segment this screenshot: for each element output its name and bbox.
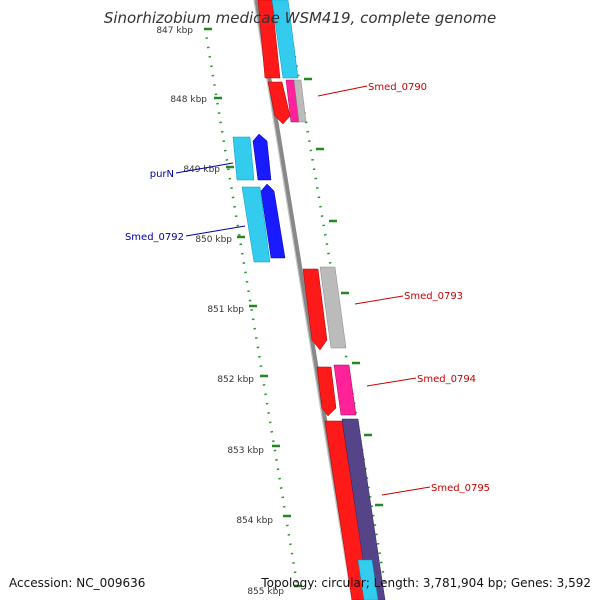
leader-purN [175, 162, 234, 174]
cds-bottom-cyan [357, 559, 379, 600]
tick-group: 847 kbp 848 kbp 849 kbp 850 kbp 851 kbp … [156, 26, 302, 597]
tick-label: 849 kbp [183, 165, 220, 175]
cds-smed0790-gray [293, 79, 307, 123]
cds-smed0794-red [316, 366, 337, 417]
genome-backbone-highlight [253, 0, 353, 600]
cds-smed0790-red [267, 81, 291, 125]
tick-label: 851 kbp [207, 305, 244, 315]
tick-label: 850 kbp [195, 235, 232, 245]
cds-purN-cyan [232, 136, 255, 181]
cds-smed0795-purple [341, 418, 386, 600]
cds-purN-blue [252, 133, 272, 181]
tick-label: 854 kbp [236, 516, 273, 526]
tick-label: 853 kbp [227, 446, 264, 456]
map-title: Sinorhizobium medicae WSM419, complete g… [104, 9, 496, 27]
leader-smed0793 [354, 295, 404, 305]
accession-text: Accession: NC_009636 [9, 576, 145, 590]
cds-smed0792-blue [260, 183, 286, 259]
leader-smed0792 [185, 225, 246, 237]
tick-group-right [304, 77, 383, 507]
gene-label-purN[interactable]: purN [150, 169, 174, 180]
gene-label-smed0790[interactable]: Smed_0790 [368, 82, 427, 93]
gene-label-smed0795[interactable]: Smed_0795 [431, 483, 490, 494]
cds-top-red [257, 0, 281, 79]
cds-smed0793-gray [319, 266, 347, 349]
leader-smed0790 [317, 85, 368, 97]
gene-label-smed0792[interactable]: Smed_0792 [125, 232, 184, 243]
leader-smed0795 [381, 486, 431, 496]
topology-text: Topology: circular; Length: 3,781,904 bp… [260, 576, 591, 590]
cds-smed0793-red [302, 268, 328, 351]
gene-label-smed0793[interactable]: Smed_0793 [404, 291, 463, 302]
leader-smed0794 [366, 377, 417, 387]
cds-smed0794-magenta [333, 364, 357, 416]
cds-smed0795-red [324, 420, 371, 600]
cds-smed0792-cyan [241, 186, 271, 263]
tick-label: 855 kbp [247, 587, 284, 597]
tick-label: 848 kbp [170, 95, 207, 105]
cds-top-cyan [271, 0, 299, 79]
gene-label-smed0794[interactable]: Smed_0794 [417, 374, 476, 385]
tick-label: 847 kbp [156, 26, 193, 36]
tick-label: 852 kbp [217, 375, 254, 385]
